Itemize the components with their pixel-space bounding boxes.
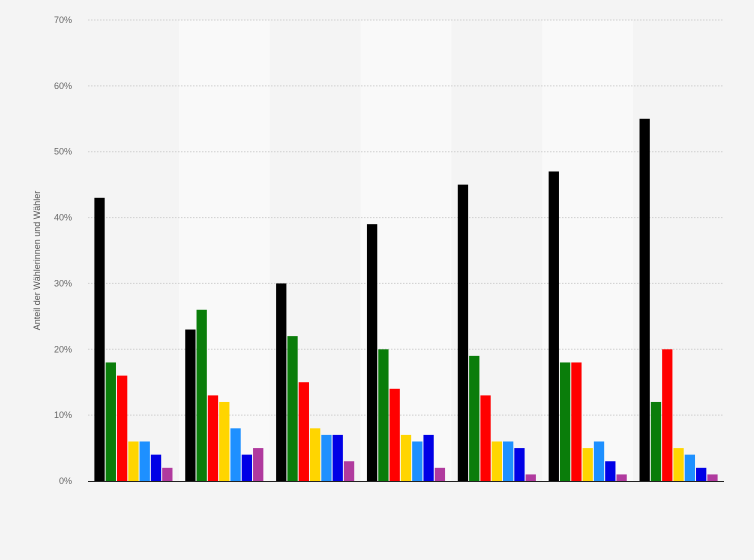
bar[interactable] [332, 434, 343, 481]
bar[interactable] [116, 375, 128, 481]
bar[interactable] [343, 461, 355, 481]
bar[interactable] [616, 474, 627, 481]
bar[interactable] [366, 224, 378, 481]
bar[interactable] [525, 474, 536, 481]
bar[interactable] [571, 362, 582, 481]
bar[interactable] [491, 441, 503, 481]
bar[interactable] [185, 329, 196, 481]
bar[interactable] [241, 454, 253, 481]
bar[interactable] [389, 388, 400, 481]
bar[interactable] [196, 309, 207, 481]
y-axis-ticks: 0% 10% 20% 30% 40% 50% 60% 70% [54, 15, 72, 486]
bar[interactable] [162, 467, 173, 481]
bar[interactable] [469, 355, 480, 481]
bar[interactable] [309, 428, 321, 481]
y-tick-label: 30% [54, 278, 72, 288]
bar[interactable] [503, 441, 514, 481]
bar[interactable] [480, 395, 491, 481]
bar[interactable] [219, 401, 230, 481]
bar[interactable] [276, 283, 287, 481]
bar[interactable] [514, 448, 525, 481]
category-bands [178, 20, 634, 481]
y-tick-label: 50% [54, 147, 72, 157]
bar[interactable] [559, 362, 571, 481]
bar[interactable] [128, 441, 139, 481]
bar[interactable] [650, 401, 662, 481]
bar[interactable] [412, 441, 423, 481]
bar[interactable] [94, 197, 105, 482]
bar[interactable] [253, 448, 264, 481]
bar[interactable] [105, 362, 116, 481]
y-tick-label: 70% [54, 15, 72, 25]
bar[interactable] [207, 395, 219, 481]
bar[interactable] [673, 448, 684, 481]
bar[interactable] [548, 171, 559, 481]
bar[interactable] [139, 441, 150, 481]
y-axis-label: Anteil der Wählerinnen und Wähler [32, 191, 42, 331]
bar[interactable] [230, 428, 241, 481]
y-tick-label: 10% [54, 410, 72, 420]
bar[interactable] [582, 448, 593, 481]
y-tick-label: 40% [54, 213, 72, 223]
y-tick-label: 20% [54, 344, 72, 354]
bar[interactable] [662, 349, 673, 481]
bar[interactable] [639, 118, 650, 482]
bar[interactable] [434, 467, 446, 481]
bar[interactable] [457, 184, 469, 481]
bar[interactable] [593, 441, 605, 481]
y-tick-label: 0% [59, 476, 72, 486]
bar[interactable] [684, 454, 696, 481]
bar[interactable] [378, 349, 389, 481]
y-tick-label: 60% [54, 81, 72, 91]
bar[interactable] [287, 336, 298, 481]
bar[interactable] [696, 467, 707, 481]
bar[interactable] [298, 382, 309, 481]
bar[interactable] [423, 434, 434, 481]
bar[interactable] [707, 474, 718, 481]
bar[interactable] [321, 434, 332, 481]
bar[interactable] [150, 454, 162, 481]
bar[interactable] [605, 461, 616, 481]
bar[interactable] [400, 434, 412, 481]
bars [94, 118, 718, 482]
